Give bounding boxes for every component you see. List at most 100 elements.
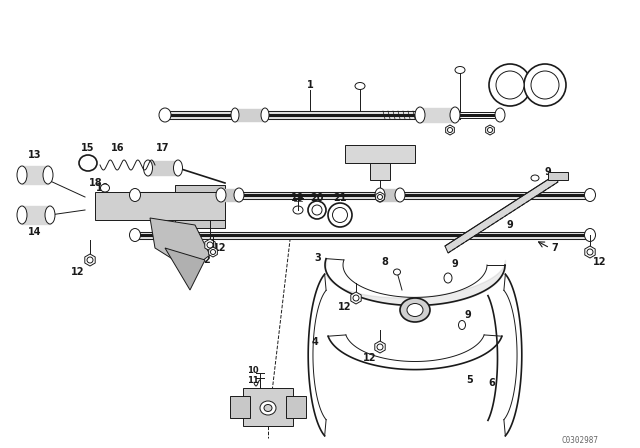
Text: 12: 12 xyxy=(593,257,607,267)
Ellipse shape xyxy=(308,201,326,219)
Text: 21: 21 xyxy=(333,193,347,203)
Ellipse shape xyxy=(328,203,352,227)
Text: 17: 17 xyxy=(156,143,170,153)
Polygon shape xyxy=(486,125,494,135)
Polygon shape xyxy=(209,247,218,257)
Text: 3: 3 xyxy=(315,253,321,263)
Ellipse shape xyxy=(173,160,182,176)
Ellipse shape xyxy=(234,188,244,202)
Text: 12: 12 xyxy=(364,353,377,363)
Ellipse shape xyxy=(260,401,276,415)
Polygon shape xyxy=(230,396,250,418)
Polygon shape xyxy=(370,163,390,180)
Ellipse shape xyxy=(312,205,322,215)
Ellipse shape xyxy=(584,228,595,241)
Ellipse shape xyxy=(143,160,152,176)
Ellipse shape xyxy=(395,188,405,202)
Ellipse shape xyxy=(455,66,465,73)
Polygon shape xyxy=(150,218,210,270)
Ellipse shape xyxy=(407,303,423,316)
Text: 5: 5 xyxy=(467,375,474,385)
Text: 4: 4 xyxy=(312,337,318,347)
Circle shape xyxy=(488,128,493,133)
Text: 13: 13 xyxy=(28,150,42,160)
Text: 8: 8 xyxy=(381,257,388,267)
Ellipse shape xyxy=(261,108,269,122)
Circle shape xyxy=(211,250,216,254)
Polygon shape xyxy=(445,125,454,135)
Ellipse shape xyxy=(524,64,566,106)
Text: 1: 1 xyxy=(307,80,314,90)
Circle shape xyxy=(87,257,93,263)
Polygon shape xyxy=(351,292,361,304)
Text: 2: 2 xyxy=(204,255,211,265)
Polygon shape xyxy=(175,220,225,228)
Ellipse shape xyxy=(394,269,401,275)
Polygon shape xyxy=(585,246,595,258)
Polygon shape xyxy=(445,175,558,253)
Ellipse shape xyxy=(531,175,539,181)
Ellipse shape xyxy=(584,189,595,202)
Ellipse shape xyxy=(400,298,430,322)
Text: 12: 12 xyxy=(160,243,173,253)
Ellipse shape xyxy=(495,108,505,122)
Polygon shape xyxy=(345,145,415,163)
Polygon shape xyxy=(205,239,215,251)
Text: 7: 7 xyxy=(552,243,558,253)
Ellipse shape xyxy=(444,273,452,283)
Ellipse shape xyxy=(333,207,348,223)
Text: 9: 9 xyxy=(465,310,472,320)
Ellipse shape xyxy=(450,107,460,123)
Ellipse shape xyxy=(458,320,465,329)
Text: 18: 18 xyxy=(89,178,103,188)
Text: C0302987: C0302987 xyxy=(561,435,598,444)
Circle shape xyxy=(587,249,593,255)
Polygon shape xyxy=(548,172,568,180)
Ellipse shape xyxy=(100,184,109,192)
Ellipse shape xyxy=(45,206,55,224)
Polygon shape xyxy=(286,396,306,418)
Circle shape xyxy=(353,295,359,301)
Ellipse shape xyxy=(415,107,425,123)
Text: 12: 12 xyxy=(213,243,227,253)
Ellipse shape xyxy=(17,166,27,184)
Ellipse shape xyxy=(375,188,385,202)
Ellipse shape xyxy=(129,189,141,202)
Text: 11: 11 xyxy=(247,375,259,384)
Polygon shape xyxy=(375,341,385,353)
Ellipse shape xyxy=(496,71,524,99)
Ellipse shape xyxy=(231,108,239,122)
Polygon shape xyxy=(165,248,205,290)
Text: 16: 16 xyxy=(111,143,125,153)
Text: 14: 14 xyxy=(28,227,42,237)
Text: 10: 10 xyxy=(247,366,259,375)
Text: 9: 9 xyxy=(507,220,513,230)
Ellipse shape xyxy=(355,82,365,90)
Ellipse shape xyxy=(17,206,27,224)
Polygon shape xyxy=(95,192,225,220)
Text: 20: 20 xyxy=(310,193,324,203)
Ellipse shape xyxy=(43,166,53,184)
Circle shape xyxy=(447,128,452,133)
Text: 10: 10 xyxy=(96,183,109,193)
Ellipse shape xyxy=(79,155,97,171)
Ellipse shape xyxy=(489,64,531,106)
Text: 12: 12 xyxy=(71,267,84,277)
Polygon shape xyxy=(376,192,385,202)
Ellipse shape xyxy=(531,71,559,99)
Ellipse shape xyxy=(129,228,141,241)
Text: 12: 12 xyxy=(339,302,352,312)
Circle shape xyxy=(207,242,213,248)
Text: 9: 9 xyxy=(452,259,458,269)
Ellipse shape xyxy=(216,188,226,202)
Text: 9: 9 xyxy=(545,167,552,177)
Ellipse shape xyxy=(293,206,303,214)
Text: 15: 15 xyxy=(81,143,95,153)
Polygon shape xyxy=(85,254,95,266)
Ellipse shape xyxy=(264,405,272,412)
Circle shape xyxy=(378,194,383,199)
Polygon shape xyxy=(243,388,293,426)
Text: 6: 6 xyxy=(488,378,495,388)
Ellipse shape xyxy=(159,108,171,122)
Polygon shape xyxy=(175,185,225,192)
